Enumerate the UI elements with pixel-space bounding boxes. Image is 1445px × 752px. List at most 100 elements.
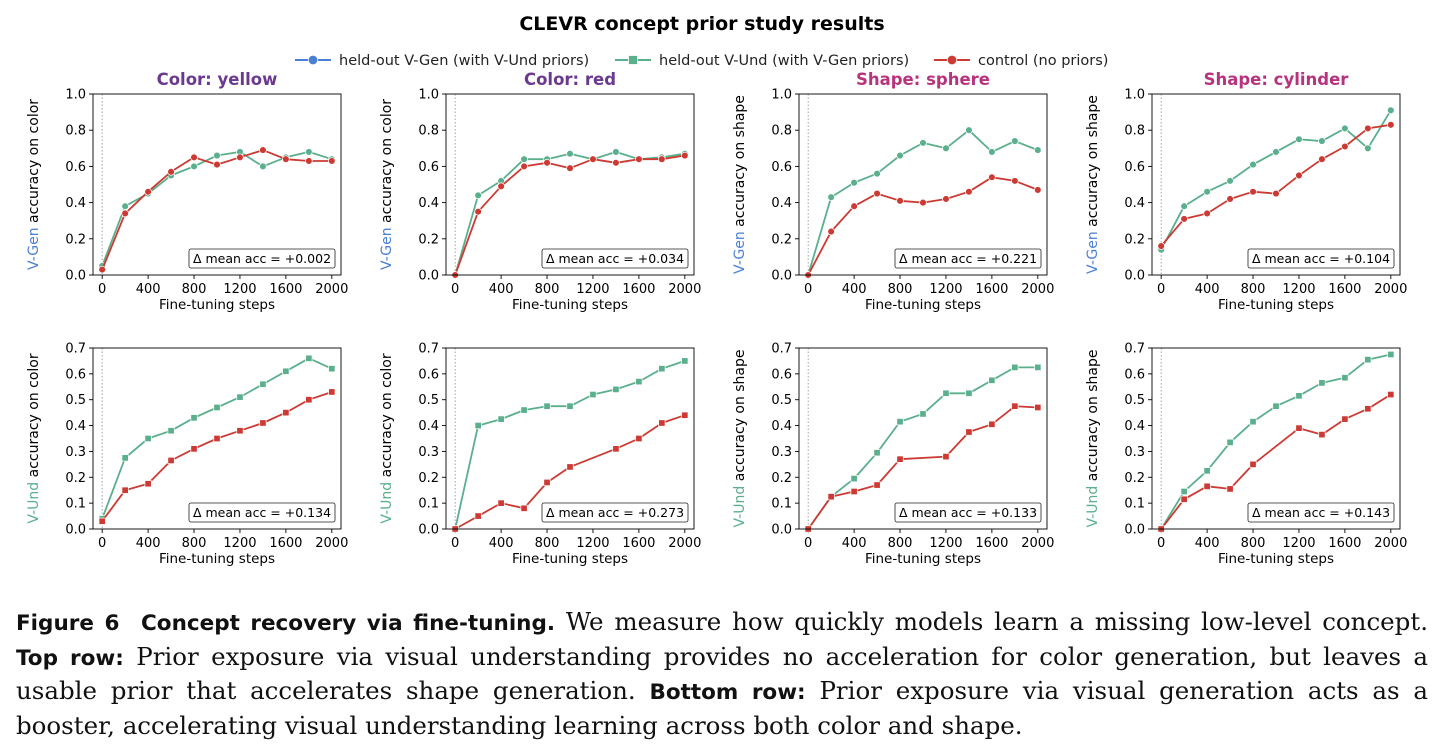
data-point — [1364, 124, 1372, 133]
data-point — [942, 453, 950, 461]
y-axis-label-metric: accuracy on shape — [732, 349, 748, 485]
data-point — [305, 354, 313, 362]
data-point — [1034, 186, 1042, 194]
data-point — [259, 380, 267, 388]
x-tick-label: 800 — [535, 282, 560, 297]
data-point — [896, 455, 904, 463]
y-tick-label: 0.3 — [1124, 445, 1145, 460]
x-tick-label: 400 — [489, 282, 514, 297]
panel-title: Shape: cylinder — [1204, 70, 1350, 89]
data-point — [190, 445, 198, 453]
y-tick-label: 0.8 — [1124, 124, 1145, 139]
chart-panel-6: 0.0 0.1 0.2 0.3 0.4 0.5 0.6 0.7 0 400 800 1200 1600 2… — [379, 342, 701, 568]
data-point — [1295, 171, 1303, 180]
delta-box — [894, 502, 1042, 523]
data-point — [1387, 121, 1395, 129]
x-tick-label: 2000 — [315, 536, 348, 551]
data-point — [1318, 379, 1326, 387]
data-point — [827, 493, 835, 501]
x-tick-label: 1600 — [269, 282, 302, 297]
data-point — [942, 144, 950, 153]
data-point — [566, 463, 574, 471]
data-point — [896, 418, 904, 426]
data-point — [1318, 137, 1326, 145]
data-point — [282, 155, 290, 163]
y-tick-label: 0.4 — [771, 419, 792, 434]
data-point — [474, 207, 482, 216]
y-tick-label: 0.3 — [418, 445, 439, 460]
data-point — [1203, 467, 1211, 475]
data-point — [1011, 402, 1019, 410]
data-point — [259, 162, 267, 171]
y-tick-label: 0.0 — [1124, 523, 1145, 538]
data-point — [1226, 485, 1234, 493]
data-point — [965, 187, 973, 196]
delta-box — [188, 248, 336, 269]
y-tick-label: 0.7 — [65, 342, 86, 357]
delta-label: Δ mean acc = +0.002 — [193, 251, 331, 266]
data-point — [681, 357, 689, 365]
data-point — [827, 227, 835, 236]
x-tick-label: 1600 — [1328, 536, 1361, 551]
x-tick-label: 0 — [451, 282, 459, 297]
data-point — [1203, 209, 1211, 218]
y-tick-label: 0.0 — [1124, 269, 1145, 284]
data-point — [988, 173, 996, 182]
data-point — [520, 155, 528, 163]
x-tick-label: 1600 — [975, 536, 1008, 551]
y-tick-label: 0.3 — [65, 445, 86, 460]
data-point — [919, 139, 927, 147]
delta-label: Δ mean acc = +0.104 — [1252, 251, 1390, 266]
x-tick-label: 0 — [451, 536, 459, 551]
data-point — [850, 202, 858, 210]
data-point — [259, 419, 267, 427]
x-tick-label: 400 — [489, 536, 514, 551]
data-point — [144, 480, 152, 488]
data-point — [144, 187, 152, 196]
x-tick-label: 1200 — [929, 536, 962, 551]
data-point — [167, 168, 175, 176]
x-tick-label: 1600 — [975, 282, 1008, 297]
data-point — [681, 411, 689, 419]
y-tick-label: 0.0 — [65, 523, 86, 538]
data-point — [213, 151, 221, 160]
y-tick-label: 0.6 — [1124, 160, 1145, 175]
panel-title: Shape: sphere — [856, 70, 990, 89]
data-point — [1272, 148, 1280, 156]
y-tick-label: 0.5 — [65, 393, 86, 408]
data-point — [919, 198, 927, 207]
chart-panel-5: 0.0 0.1 0.2 0.3 0.4 0.5 0.6 0.7 0 400 800 1200 1600 2… — [26, 342, 348, 568]
data-point — [98, 517, 106, 525]
x-tick-label: 800 — [888, 536, 913, 551]
data-point — [589, 390, 597, 399]
data-point — [850, 475, 858, 483]
y-axis-label: V-Und accuracy on shape — [732, 349, 748, 527]
data-point — [850, 178, 858, 187]
y-axis-label-metric: accuracy on color — [379, 353, 395, 482]
data-point — [1011, 177, 1019, 185]
data-point — [896, 151, 904, 160]
chart-panel-1: Color: yellow 0.0 0.2 0.4 0.6 0.8 1.0 0 400 800 12… — [26, 70, 348, 313]
data-point — [236, 427, 244, 435]
y-axis-label: V-Gen accuracy on color — [26, 99, 42, 270]
y-tick-label: 0.4 — [418, 419, 439, 434]
x-tick-label: 1600 — [622, 282, 655, 297]
y-tick-label: 0.5 — [1124, 393, 1145, 408]
series-line — [454, 414, 686, 530]
y-tick-label: 0.1 — [65, 497, 86, 512]
data-point — [305, 157, 313, 165]
legend-label: held-out V-Und (with V-Gen priors) — [659, 53, 909, 69]
x-tick-label: 0 — [804, 282, 812, 297]
y-tick-label: 0.0 — [418, 523, 439, 538]
x-tick-label: 2000 — [668, 282, 701, 297]
chart-panel-2: Color: red 0.0 0.2 0.4 0.6 0.8 1.0 0 400 800 1200 1… — [379, 70, 701, 313]
data-point — [850, 487, 858, 496]
data-point — [1387, 106, 1395, 115]
legend: held-out V-Gen (with V-Und priors) held-o… — [295, 53, 1108, 69]
data-point — [1295, 392, 1303, 400]
data-point — [190, 153, 198, 162]
chart-panel-4: Shape: cylinder 0.0 0.2 0.4 0.6 0.8 1.0 0 400 800… — [1085, 70, 1407, 313]
data-point — [1249, 160, 1257, 169]
y-tick-label: 0.4 — [1124, 196, 1145, 211]
y-axis-label-model: V-Und — [732, 486, 748, 528]
